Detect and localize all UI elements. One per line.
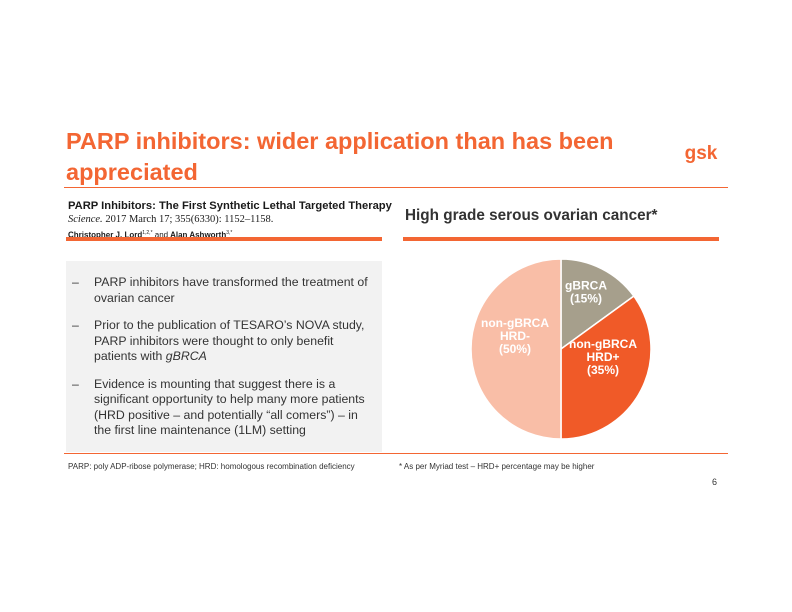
pie-slice-label-line: non-gBRCA — [481, 316, 549, 330]
logo-text: gsk — [685, 143, 718, 164]
gsk-logo: gsk — [685, 143, 718, 164]
paper-title: PARP Inhibitors: The First Synthetic Let… — [68, 200, 392, 212]
pie-chart: gBRCA (15%)non-gBRCA HRD+ (35%)non-gBRCA HRD… — [470, 258, 652, 440]
bullet-text-italic: gBRCA — [165, 349, 207, 363]
pie-slice — [470, 258, 562, 440]
page-title: PARP inhibitors: wider application than … — [66, 128, 614, 185]
author-1-affiliation: 1,2,* — [142, 230, 153, 236]
author-2-affiliation: 3,* — [226, 230, 233, 236]
header-divider — [64, 187, 728, 188]
right-section-divider — [403, 237, 719, 241]
paper-authors: Christopher J. Lord1,2,* and Alan Ashwor… — [68, 228, 388, 241]
paper-citation: Science. 2017 March 17; 355(6330): 1152–… — [68, 214, 388, 226]
paper-citation-detail: 2017 March 17; 355(6330): 1152–1158. — [105, 214, 274, 225]
pie-slice-label-line: HRD- — [500, 329, 530, 343]
pie-slice-label: non-gBRCA HRD+ (35%) — [569, 337, 637, 377]
paper-reference: PARP Inhibitors: The First Synthetic Let… — [68, 200, 392, 241]
chart-title: High grade serous ovarian cancer* — [405, 207, 658, 224]
abbreviations-footnote: PARP: poly ADP-ribose polymerase; HRD: h… — [68, 462, 355, 471]
pie-slice-label-line: HRD+ — [586, 350, 619, 364]
author-2: Alan Ashworth — [170, 230, 227, 240]
pie-slice-label: non-gBRCA HRD-(50%) — [481, 316, 549, 356]
bullet-text: Prior to the publication of TESARO’s NOV… — [94, 318, 365, 363]
pie-slice-label-line: (15%) — [570, 292, 602, 306]
bullet-list: – PARP inhibitors have transformed the t… — [66, 275, 382, 451]
bullet-dash: – — [72, 376, 79, 391]
chart-footnote: * As per Myriad test – HRD+ percentage m… — [399, 462, 595, 471]
bullet-item: – Prior to the publication of TESARO’s N… — [66, 318, 382, 365]
bullet-dash: – — [72, 318, 79, 332]
footer-divider — [64, 453, 728, 454]
pie-slice-label: gBRCA (15%) — [565, 279, 607, 306]
pie-slice-label-line: (50%) — [499, 342, 531, 356]
bullet-text: Evidence is mounting that suggest there … — [94, 376, 365, 438]
bullet-item: – PARP inhibitors have transformed the t… — [66, 275, 382, 306]
pie-slice — [560, 295, 652, 440]
bullet-panel: – PARP inhibitors have transformed the t… — [66, 261, 382, 452]
pie-slice — [560, 258, 635, 351]
author-1: Christopher J. Lord — [68, 230, 143, 240]
left-section-divider — [66, 237, 382, 241]
bullet-text: PARP inhibitors have transformed the tre… — [94, 275, 368, 305]
pie-slice-label-line: gBRCA — [565, 279, 607, 293]
page-number: 6 — [712, 477, 718, 487]
pie-slice-label-line: non-gBRCA — [569, 337, 637, 351]
bullet-dash: – — [72, 275, 79, 289]
paper-journal: Science. — [68, 214, 103, 225]
pie-slice-label-line: (35%) — [587, 363, 619, 377]
bullet-item: – Evidence is mounting that suggest ther… — [66, 377, 382, 439]
author-conjunction: and — [154, 230, 169, 240]
